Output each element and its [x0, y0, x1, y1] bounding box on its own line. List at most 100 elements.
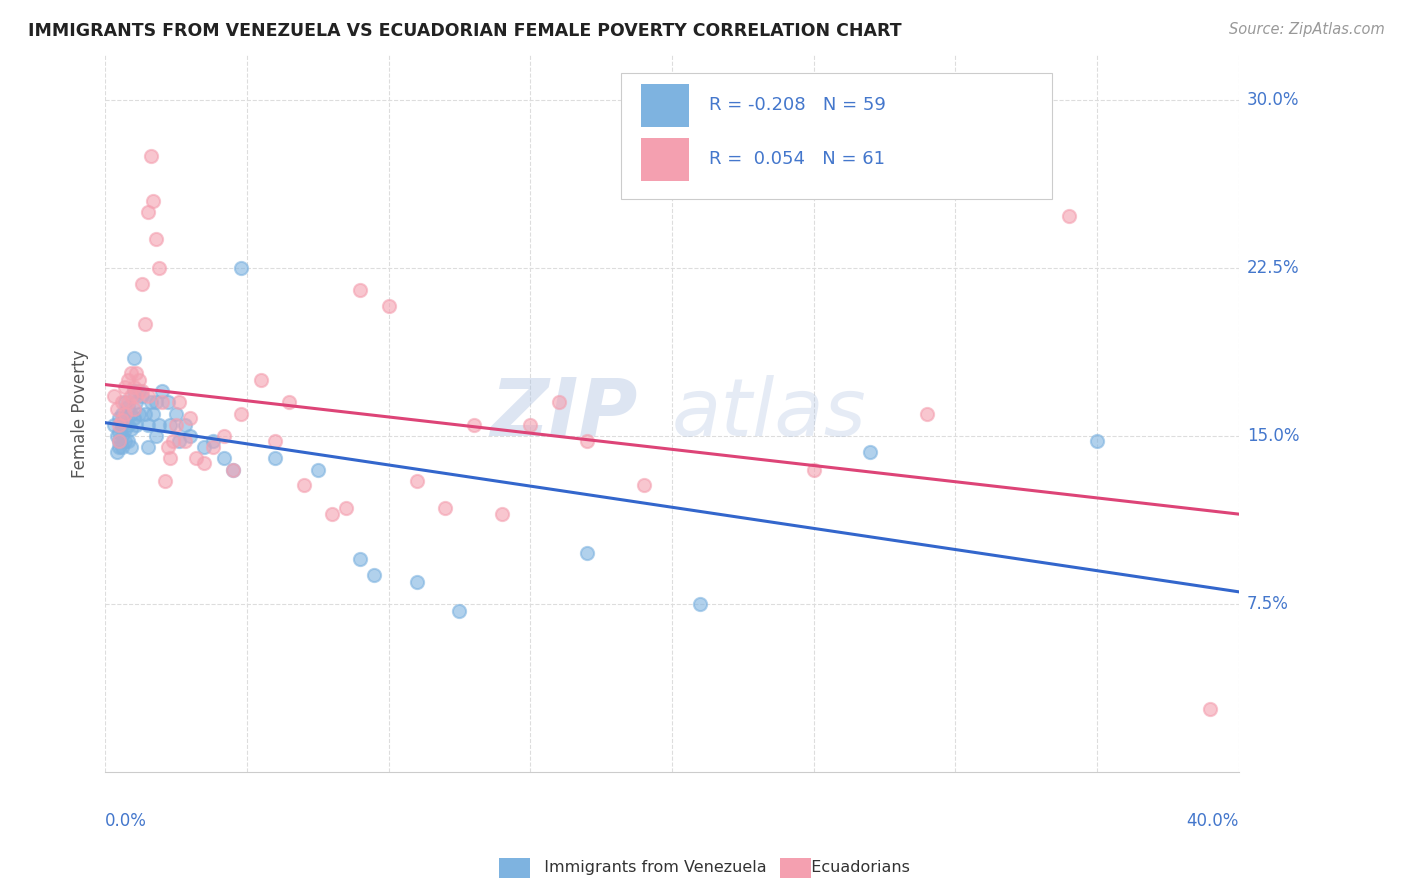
Point: [264, 434, 287, 448]
Point: [173, 417, 195, 432]
Point: [179, 429, 201, 443]
Point: [125, 367, 148, 381]
Point: [1085, 434, 1108, 448]
Point: [131, 389, 153, 403]
Point: [117, 395, 139, 409]
Point: [128, 384, 150, 399]
Point: [145, 429, 167, 443]
Point: [167, 434, 190, 448]
Point: [212, 429, 235, 443]
Text: atlas: atlas: [672, 375, 866, 452]
Point: [122, 351, 145, 365]
Point: [105, 444, 128, 458]
Text: 0.0%: 0.0%: [105, 812, 148, 830]
Y-axis label: Female Poverty: Female Poverty: [72, 350, 89, 478]
Point: [148, 417, 170, 432]
Point: [250, 373, 273, 387]
Point: [122, 402, 145, 417]
Point: [434, 500, 457, 515]
Point: [120, 440, 142, 454]
Point: [139, 395, 162, 409]
Point: [156, 395, 179, 409]
Point: [136, 205, 159, 219]
Point: [145, 395, 167, 409]
Point: [111, 413, 134, 427]
Text: IMMIGRANTS FROM VENEZUELA VS ECUADORIAN FEMALE POVERTY CORRELATION CHART: IMMIGRANTS FROM VENEZUELA VS ECUADORIAN …: [28, 22, 901, 40]
Point: [363, 568, 385, 582]
Point: [222, 463, 245, 477]
Text: Ecuadorians: Ecuadorians: [801, 860, 910, 874]
Text: 15.0%: 15.0%: [1247, 427, 1299, 445]
Point: [108, 434, 131, 448]
Point: [128, 407, 150, 421]
Text: Immigrants from Venezuela: Immigrants from Venezuela: [534, 860, 766, 874]
Point: [915, 407, 938, 421]
Point: [449, 604, 471, 618]
Text: 30.0%: 30.0%: [1247, 91, 1299, 109]
Point: [128, 373, 150, 387]
Point: [859, 444, 882, 458]
Point: [103, 417, 125, 432]
Point: [134, 317, 156, 331]
Point: [519, 417, 541, 432]
Point: [111, 395, 134, 409]
Point: [148, 260, 170, 275]
Point: [201, 434, 224, 448]
Point: [108, 440, 131, 454]
Point: [125, 389, 148, 403]
Point: [349, 552, 371, 566]
Point: [193, 456, 215, 470]
Text: ZIP: ZIP: [491, 375, 638, 452]
Point: [406, 574, 429, 589]
Point: [108, 417, 131, 432]
Point: [120, 407, 142, 421]
Point: [131, 384, 153, 399]
Point: [142, 407, 165, 421]
Point: [162, 434, 184, 448]
Point: [349, 284, 371, 298]
Point: [689, 597, 711, 611]
Point: [136, 389, 159, 403]
Point: [547, 395, 569, 409]
Point: [150, 384, 173, 399]
Text: R =  0.054   N = 61: R = 0.054 N = 61: [710, 150, 886, 168]
Point: [117, 434, 139, 448]
Point: [575, 545, 598, 559]
Point: [278, 395, 301, 409]
Text: 40.0%: 40.0%: [1187, 812, 1239, 830]
Point: [406, 474, 429, 488]
Point: [179, 411, 201, 425]
Point: [117, 417, 139, 432]
Point: [122, 384, 145, 399]
Point: [463, 417, 485, 432]
Point: [153, 474, 176, 488]
Point: [321, 508, 343, 522]
Point: [134, 407, 156, 421]
Bar: [641, 137, 689, 180]
Point: [122, 380, 145, 394]
Point: [114, 422, 136, 436]
Point: [114, 380, 136, 394]
Point: [167, 395, 190, 409]
Point: [108, 425, 131, 439]
Point: [193, 440, 215, 454]
Text: 22.5%: 22.5%: [1247, 259, 1299, 277]
Point: [184, 451, 207, 466]
Point: [120, 422, 142, 436]
Point: [575, 434, 598, 448]
Point: [231, 407, 253, 421]
Point: [633, 478, 655, 492]
Point: [264, 451, 287, 466]
Point: [159, 417, 181, 432]
Point: [111, 429, 134, 443]
Point: [222, 463, 245, 477]
Point: [114, 407, 136, 421]
Point: [114, 395, 136, 409]
Text: R = -0.208   N = 59: R = -0.208 N = 59: [710, 96, 886, 114]
Point: [131, 277, 153, 291]
Point: [103, 389, 125, 403]
Point: [108, 434, 131, 448]
Point: [201, 440, 224, 454]
FancyBboxPatch shape: [621, 73, 1052, 199]
Point: [117, 373, 139, 387]
